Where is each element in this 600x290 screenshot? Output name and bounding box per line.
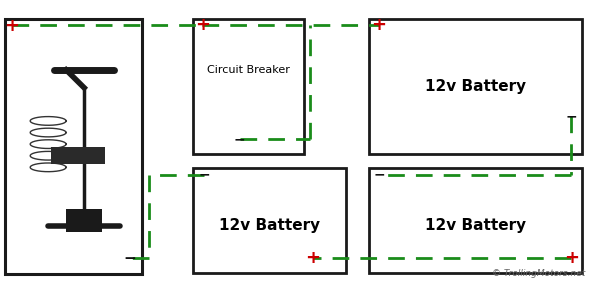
- Text: −: −: [234, 132, 245, 146]
- Bar: [369, 168, 582, 273]
- Bar: [51, 147, 105, 164]
- Bar: [66, 209, 102, 232]
- Text: 12v Battery: 12v Battery: [425, 218, 526, 233]
- Bar: [369, 19, 582, 154]
- Text: −: −: [374, 168, 386, 182]
- Text: © TrollingMotors.net: © TrollingMotors.net: [492, 269, 585, 278]
- Text: 12v Battery: 12v Battery: [425, 79, 526, 94]
- Bar: [193, 19, 304, 154]
- Text: −: −: [198, 168, 210, 182]
- Text: −: −: [565, 109, 577, 123]
- Text: −: −: [123, 251, 136, 266]
- Bar: [193, 168, 346, 273]
- Text: Circuit Breaker: Circuit Breaker: [207, 65, 290, 75]
- Bar: [5, 19, 142, 274]
- Text: +: +: [5, 17, 19, 35]
- Text: +: +: [195, 16, 210, 34]
- Text: +: +: [305, 249, 320, 267]
- Text: 12v Battery: 12v Battery: [219, 218, 320, 233]
- Text: +: +: [371, 16, 386, 34]
- Text: +: +: [564, 249, 578, 267]
- Bar: [8, 22, 139, 271]
